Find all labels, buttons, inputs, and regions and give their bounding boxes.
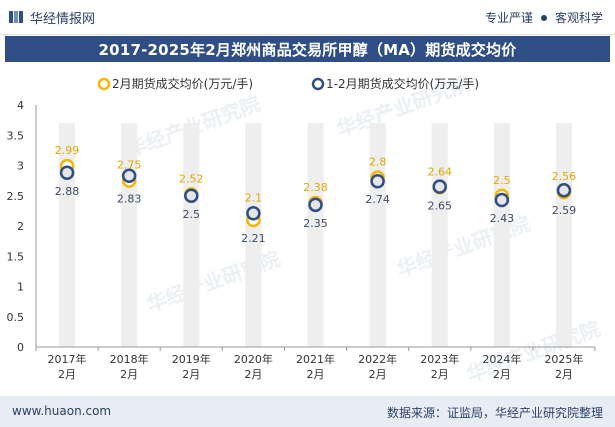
legend-marker-series1 [97,77,111,91]
brand-name: 华经情报网 [30,11,96,27]
series2-data-label: 2.83 [117,193,142,206]
legend-label-series1: 2月期货成交均价(万元/手) [112,76,253,91]
series2-point [370,173,385,189]
watermark-2: 华经产业研究院 [144,246,284,316]
chart-title: 2017-2025年2月郑州商品交易所甲醇（MA）期货成交均价 [98,40,517,59]
x-tick-label: 2月 [555,368,573,381]
series2-point [494,192,510,208]
series1-data-label: 2.8 [369,156,387,169]
x-tick-label: 2024年 [482,352,521,366]
footer-url[interactable]: www.huaon.com [12,404,112,418]
x-tick-label: 2月 [493,368,511,381]
x-tick-label: 2月 [369,368,387,381]
series1-data-label: 2.56 [552,170,577,183]
tag-professional: 专业严谨 [484,11,533,25]
y-tick-label: 0.5 [7,311,25,324]
series2-data-label: 2.65 [427,199,452,212]
y-tick-label: 3.5 [7,129,25,142]
series2-data-label: 2.88 [55,185,80,198]
x-tick-label: 2021年 [296,352,335,366]
series2-point [556,183,572,198]
column-band-0 [59,123,76,347]
x-tick-label: 2017年 [48,352,87,366]
column-band-3 [245,123,262,347]
x-tick-label: 2019年 [172,352,211,366]
series2-data-label: 2.59 [552,204,577,217]
y-tick-label: 1.5 [7,250,25,263]
column-band-1 [121,123,138,347]
series2-point [121,168,137,184]
line-chart: 华经产业研究院华经产业研究院华经产业研究院华经产业研究院华经产业研究院00.51… [7,71,604,386]
column-band-2 [183,123,200,347]
column-band-4 [307,123,324,347]
series1-data-label: 2.1 [245,191,263,204]
footer: www.huaon.com 数据来源：证监局，华经产业研究院整理 [0,396,615,427]
x-tick-label: 2月 [244,368,262,381]
header-tags: 专业严谨 客观科学 [485,9,603,26]
data-source: 数据来源：证监局，华经产业研究院整理 [386,406,603,420]
x-tick-label: 2022年 [358,352,397,366]
x-tick-label: 2018年 [110,352,149,366]
series1-data-label: 2.5 [493,174,511,187]
top-bar: 华经情报网 专业严谨 客观科学 [0,0,615,35]
y-tick-label: 2.5 [7,190,25,203]
x-tick-label: 2月 [431,368,449,381]
x-tick-label: 2月 [307,368,325,381]
series2-point [308,197,323,213]
series1-data-label: 2.38 [303,181,328,194]
y-tick-label: 3 [17,160,24,173]
x-tick-label: 2020年 [234,352,273,366]
series1-data-label: 2.64 [427,165,452,178]
series1-data-label: 2.75 [117,159,142,172]
series2-data-label: 2.35 [303,217,328,230]
x-tick-label: 2月 [182,368,200,381]
legend-label-series2: 1-2月期货成交均价(万元/手) [326,76,479,91]
legend-marker-series2 [311,77,325,91]
x-tick-label: 2025年 [544,352,583,366]
title-bar: 2017-2025年2月郑州商品交易所甲醇（MA）期货成交均价 [5,36,610,62]
y-tick-label: 1 [17,281,24,294]
series1-data-label: 2.99 [55,144,80,157]
column-band-7 [493,123,510,347]
x-tick-label: 2023年 [420,352,459,366]
x-tick-label: 2月 [120,368,138,381]
series2-data-label: 2.5 [183,208,201,221]
series1-data-label: 2.52 [179,173,204,186]
series2-data-label: 2.21 [241,232,266,245]
series2-point [184,188,199,203]
series2-point [432,179,447,194]
series2-data-label: 2.74 [365,193,390,206]
watermark-4: 华经产业研究院 [464,316,604,386]
y-tick-label: 0 [17,341,24,354]
brand[interactable]: 华经情报网 [8,8,96,27]
huajing-logo-icon [9,11,23,23]
x-tick-label: 2月 [58,368,76,381]
tag-objective: 客观科学 [554,11,603,25]
bullet-dot-icon [540,14,547,21]
column-band-6 [431,123,448,347]
column-band-8 [555,123,572,347]
series2-data-label: 2.43 [490,212,515,225]
series2-point [59,165,75,181]
y-tick-label: 2 [17,220,24,233]
y-tick-label: 4 [17,99,24,112]
series2-point [246,206,261,221]
